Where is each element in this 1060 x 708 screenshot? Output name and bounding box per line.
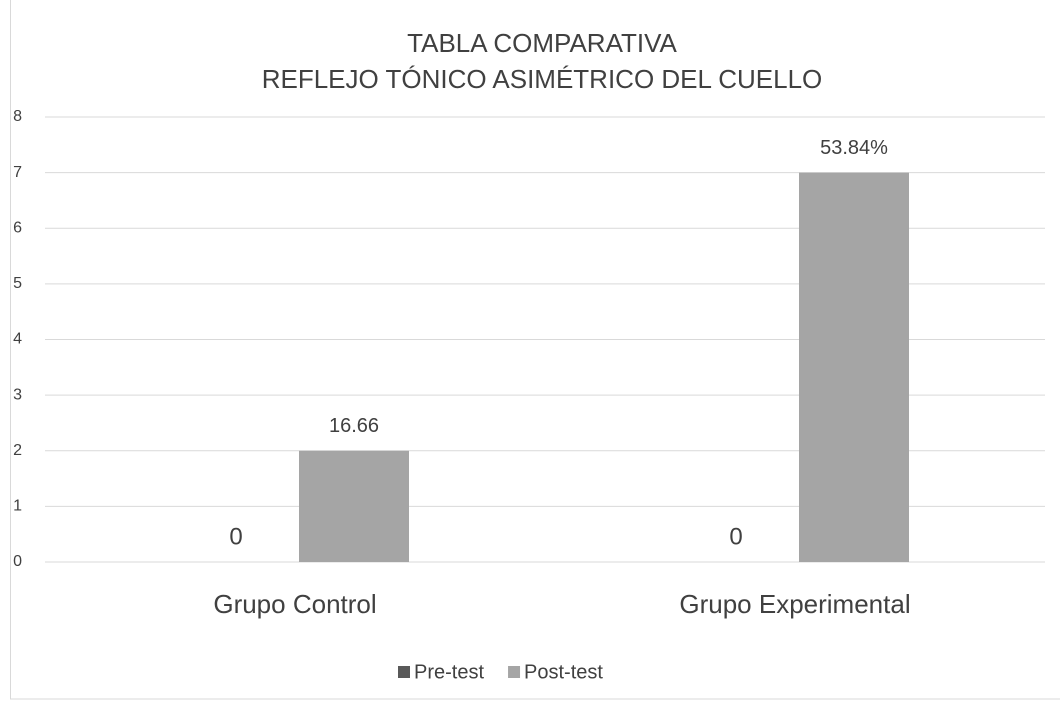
bar	[299, 450, 409, 562]
y-tick-label: 4	[13, 331, 22, 348]
data-label: 0	[729, 523, 742, 550]
data-label: 0	[229, 523, 242, 550]
y-tick-label: 0	[13, 553, 22, 570]
x-tick-label: Grupo Experimental	[679, 589, 910, 619]
y-tick-label: 7	[13, 164, 22, 181]
y-tick-label: 1	[13, 498, 22, 515]
legend-swatch	[398, 666, 410, 678]
legend-label: Post-test	[524, 661, 603, 683]
y-tick-label: 6	[13, 219, 22, 236]
data-label: 16.66	[329, 415, 379, 437]
legend-swatch	[508, 666, 521, 678]
bar	[799, 172, 909, 562]
y-tick-label: 2	[13, 442, 22, 459]
y-tick-label: 8	[13, 108, 22, 125]
chart-subtitle: REFLEJO TÓNICO ASIMÉTRICO DEL CUELLO	[262, 64, 823, 94]
data-label: 53.84%	[820, 137, 888, 159]
legend-label: Pre-test	[414, 661, 484, 683]
x-tick-label: Grupo Control	[213, 589, 376, 619]
y-tick-label: 3	[13, 386, 22, 403]
chart-title: TABLA COMPARATIVA	[407, 28, 677, 58]
y-tick-label: 5	[13, 275, 22, 292]
